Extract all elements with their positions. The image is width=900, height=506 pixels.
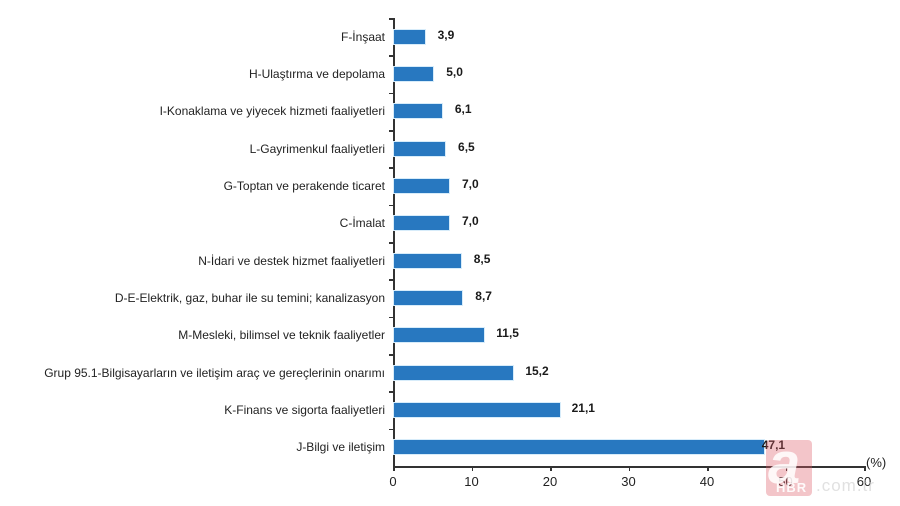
bar bbox=[394, 141, 446, 156]
x-axis-tick bbox=[393, 466, 395, 471]
value-label: 47,1 bbox=[761, 438, 786, 453]
bar bbox=[394, 179, 449, 193]
value-label: 3,9 bbox=[437, 27, 455, 42]
x-axis-tick-label: 40 bbox=[699, 474, 715, 489]
bar bbox=[394, 104, 442, 119]
y-axis-tick bbox=[389, 279, 394, 281]
bar bbox=[394, 328, 485, 343]
x-axis-tick bbox=[628, 466, 630, 471]
category-label: K-Finans ve sigorta faaliyetleri bbox=[224, 403, 385, 417]
value-label: 21,1 bbox=[571, 401, 595, 415]
value-label: 5,0 bbox=[446, 65, 463, 79]
category-label: F-İnşaat bbox=[340, 29, 385, 44]
category-label: I-Konaklama ve yiyecek hizmeti faaliyetl… bbox=[159, 104, 385, 119]
y-axis-tick bbox=[389, 204, 394, 207]
category-label: G-Toptan ve perakende ticaret bbox=[223, 179, 385, 193]
bar bbox=[394, 253, 461, 268]
value-label: 8,7 bbox=[475, 289, 492, 303]
bar bbox=[394, 67, 434, 81]
x-axis-tick bbox=[785, 466, 787, 471]
x-axis-tick-label: 50 bbox=[778, 474, 793, 489]
value-label: 11,5 bbox=[496, 326, 519, 341]
value-label: 6,1 bbox=[454, 102, 472, 117]
category-label: H-Ulaştırma ve depolama bbox=[248, 67, 385, 81]
bar bbox=[394, 216, 449, 231]
category-label: C-İmalat bbox=[339, 216, 385, 231]
value-label: 15,2 bbox=[525, 363, 549, 378]
value-label: 7,0 bbox=[461, 177, 479, 191]
x-axis-tick bbox=[471, 466, 473, 471]
category-label: N-İdari ve destek hizmet faaliyetleri bbox=[198, 253, 385, 268]
y-axis-tick bbox=[389, 130, 394, 132]
x-axis-tick-label: 30 bbox=[621, 474, 636, 489]
x-axis-tick-label: 10 bbox=[464, 474, 479, 489]
x-axis-tick-label: 0 bbox=[389, 474, 397, 489]
bar bbox=[394, 440, 764, 455]
value-label: 6,5 bbox=[458, 139, 475, 154]
y-axis-tick bbox=[389, 242, 394, 244]
category-label: J-Bilgi ve iletişim bbox=[296, 440, 385, 455]
y-axis-tick bbox=[389, 391, 394, 393]
x-axis-tick bbox=[864, 466, 866, 471]
category-label: D-E-Elektrik, gaz, buhar ile su temini; … bbox=[114, 291, 385, 305]
category-label: M-Mesleki, bilimsel ve teknik faaliyetle… bbox=[178, 328, 385, 343]
y-axis-tick bbox=[389, 354, 394, 356]
y-axis-tick bbox=[389, 18, 394, 20]
value-label: 8,5 bbox=[473, 251, 491, 266]
bar bbox=[394, 403, 560, 417]
category-label: L-Gayrimenkul faaliyetleri bbox=[249, 141, 385, 156]
y-axis-tick bbox=[389, 92, 394, 95]
bar bbox=[394, 365, 514, 380]
y-axis-tick bbox=[389, 55, 394, 57]
bar bbox=[394, 291, 463, 305]
y-axis-tick bbox=[389, 167, 394, 169]
value-label: 7,0 bbox=[461, 214, 479, 229]
x-axis-unit-label: (%) bbox=[866, 455, 887, 470]
x-axis-tick-label: 20 bbox=[542, 474, 558, 489]
bar bbox=[394, 29, 425, 44]
y-axis-tick bbox=[389, 316, 394, 319]
x-axis-tick-label: 60 bbox=[856, 474, 872, 489]
x-axis-tick bbox=[550, 466, 552, 471]
category-label: Grup 95.1-Bilgisayarların ve iletişim ar… bbox=[44, 365, 385, 380]
y-axis-tick bbox=[389, 428, 394, 431]
x-axis-tick bbox=[707, 466, 709, 471]
